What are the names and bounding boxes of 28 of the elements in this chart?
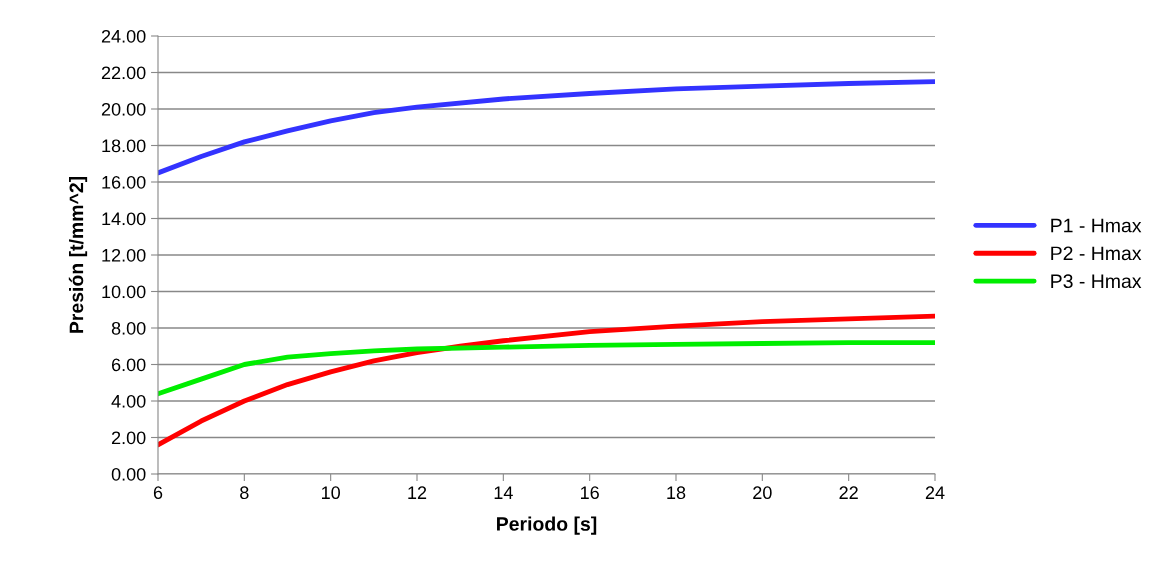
x-tick-label: 20 bbox=[753, 486, 772, 500]
legend-label: P1 - Hmax bbox=[1051, 218, 1142, 233]
y-tick-label: 14.00 bbox=[102, 212, 146, 226]
x-tick-label: 18 bbox=[667, 486, 686, 500]
y-tick-label: 10.00 bbox=[102, 285, 146, 299]
y-tick-label: 22.00 bbox=[101, 66, 146, 80]
y-tick-label: 24.00 bbox=[101, 29, 146, 43]
x-axis-title: Periodo [s] bbox=[497, 516, 597, 535]
y-tick-label: 20.00 bbox=[101, 102, 146, 116]
x-tick-label: 16 bbox=[581, 486, 599, 500]
y-tick-label: 8.00 bbox=[111, 321, 146, 335]
y-tick-label: 0.00 bbox=[111, 467, 146, 481]
x-tick-label: 6 bbox=[153, 486, 163, 500]
y-tick-label: 4.00 bbox=[111, 394, 146, 408]
y-tick-label: 2.00 bbox=[111, 431, 146, 445]
y-tick-label: 16.00 bbox=[102, 175, 146, 189]
y-axis-title: Presión [t/mm^2] bbox=[68, 176, 88, 333]
x-tick-label: 12 bbox=[408, 486, 427, 499]
legend-label: P3 - Hmax bbox=[1051, 274, 1142, 289]
y-tick-label: 12.00 bbox=[102, 248, 146, 262]
x-tick-label: 24 bbox=[925, 486, 945, 499]
x-tick-label: 14 bbox=[494, 486, 513, 499]
x-tick-label: 10 bbox=[322, 486, 340, 500]
y-tick-label: 6.00 bbox=[111, 358, 146, 372]
legend-label: P2 - Hmax bbox=[1051, 246, 1142, 261]
x-tick-label: 8 bbox=[240, 486, 249, 500]
y-tick-label: 18.00 bbox=[102, 139, 146, 153]
x-tick-label: 22 bbox=[839, 486, 858, 499]
